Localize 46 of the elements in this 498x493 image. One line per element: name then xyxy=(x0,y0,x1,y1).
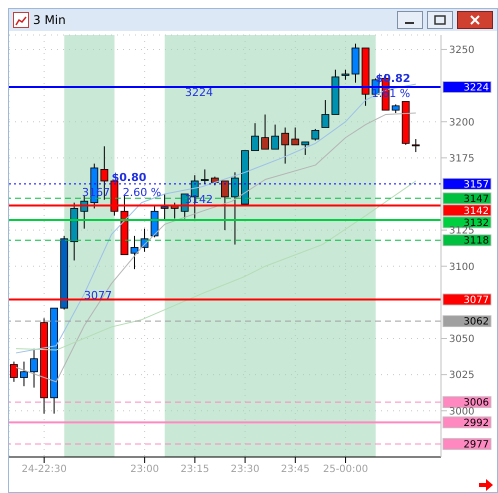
annotation: 2.60 % xyxy=(122,186,162,199)
annotation: 3077 xyxy=(84,289,112,302)
y-tick-label: 3250 xyxy=(449,45,474,56)
y-tick-label: 3175 xyxy=(449,153,474,164)
x-tick-label: 23:45 xyxy=(280,464,310,476)
y-tick-label: 3200 xyxy=(449,117,474,128)
candlestick xyxy=(10,361,18,382)
candlestick xyxy=(251,122,259,152)
chart-title: 3 Min xyxy=(33,13,67,27)
y-tick-label: 3100 xyxy=(449,262,474,273)
ref-line-label: 3157 xyxy=(464,179,489,190)
candlestick xyxy=(30,348,38,388)
candlestick xyxy=(281,126,290,164)
candlestick xyxy=(130,235,138,270)
annotation: 1.61 % xyxy=(372,87,410,100)
candlestick xyxy=(271,124,280,150)
candlestick xyxy=(20,361,28,387)
annotation: 3224 xyxy=(185,86,213,99)
x-tick-label: 23:30 xyxy=(230,464,260,476)
candlestick xyxy=(311,128,320,141)
y-tick-label: 3000 xyxy=(449,406,474,418)
annotation: $0.80 xyxy=(112,171,146,184)
ref-line-label: 3142 xyxy=(464,206,489,217)
y-tick-label: 3025 xyxy=(449,370,474,382)
ref-line-label: 3062 xyxy=(464,316,489,328)
candlestick xyxy=(221,180,229,231)
candlestick xyxy=(200,168,209,184)
ref-line-label: 3147 xyxy=(464,194,489,205)
ref-line-label: 3224 xyxy=(464,82,489,94)
x-tick-label: 23:15 xyxy=(180,464,210,476)
candlestick xyxy=(321,100,330,128)
y-tick-label: 3050 xyxy=(449,334,474,346)
line-series xyxy=(16,84,416,354)
candlestick xyxy=(291,126,300,146)
x-tick-label: 23:00 xyxy=(130,464,160,476)
ref-line-label: 3077 xyxy=(464,294,489,306)
ref-line-label: 2992 xyxy=(464,418,489,429)
x-tick-label: 25-00:00 xyxy=(322,464,368,476)
candlestick xyxy=(342,69,350,80)
ref-line-label: 3118 xyxy=(464,236,489,247)
candlestick xyxy=(261,114,269,150)
candlestick xyxy=(160,193,169,220)
candlestick xyxy=(231,172,239,246)
candlestick xyxy=(301,141,310,156)
x-tick-label: 24-22:30 xyxy=(22,464,67,476)
ref-line-label: 2977 xyxy=(464,439,489,450)
